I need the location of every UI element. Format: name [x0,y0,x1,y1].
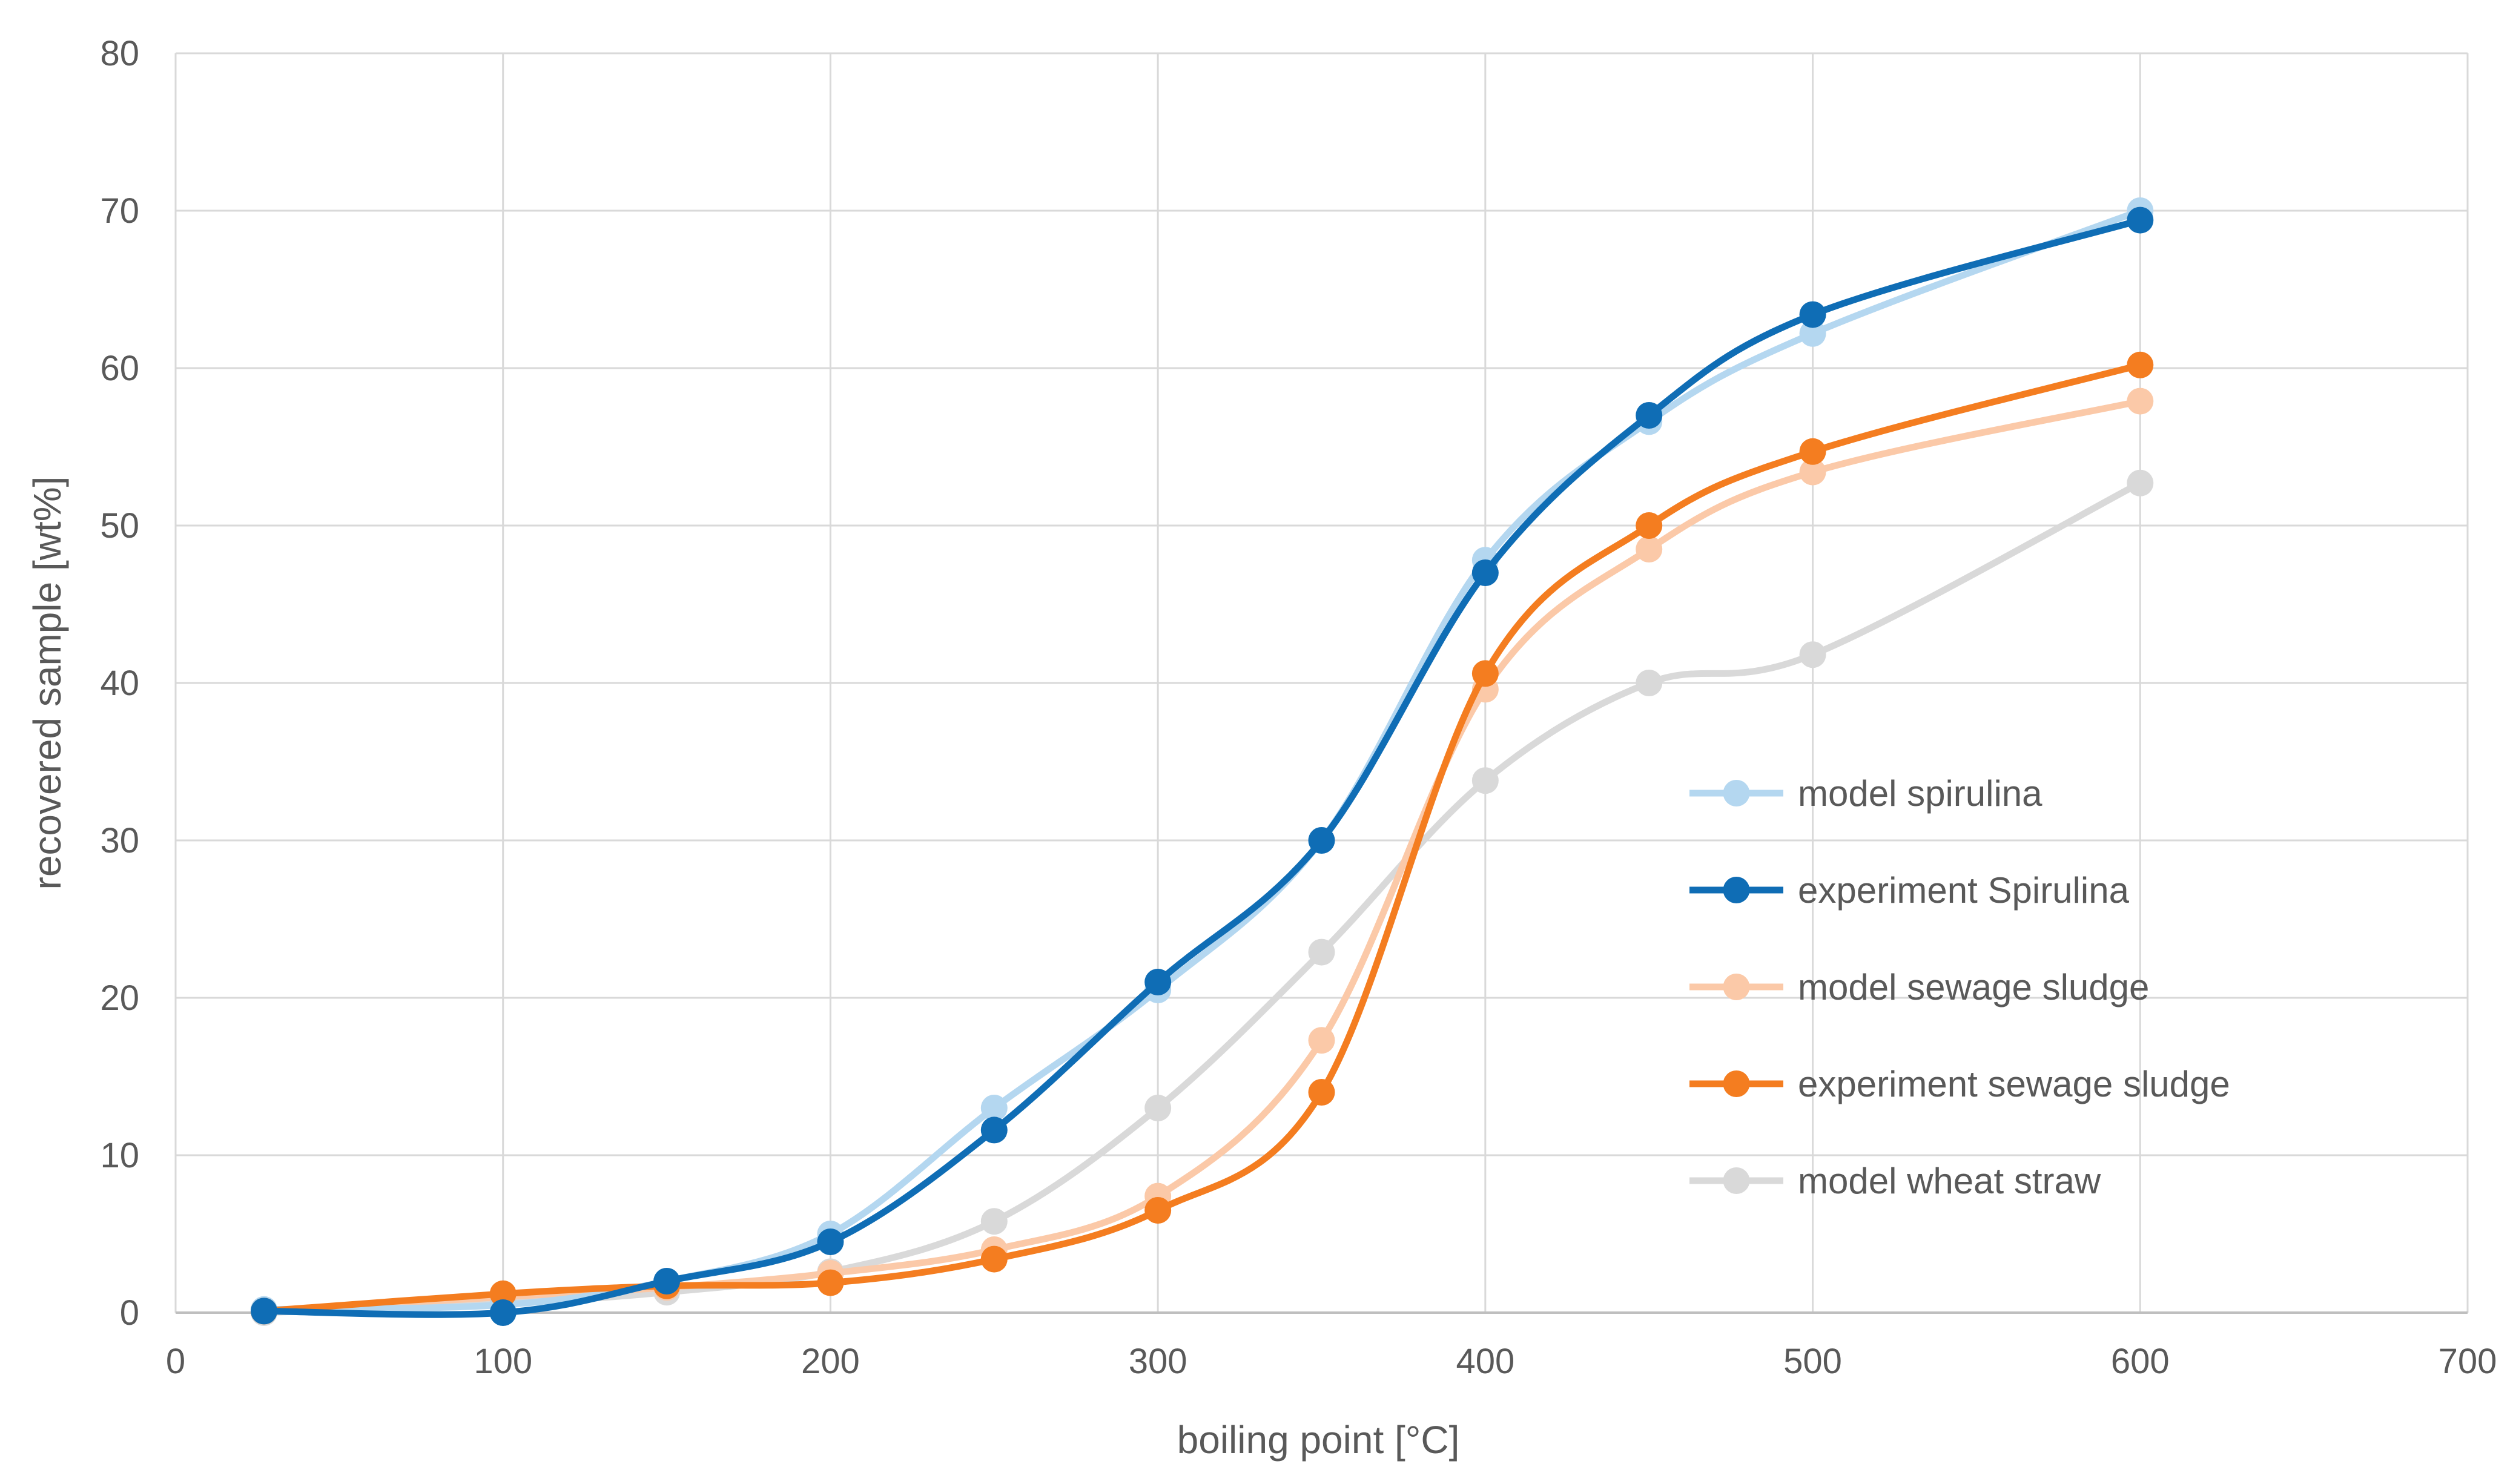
legend-swatch-marker [1723,1167,1750,1194]
y-tick-label: 20 [100,978,139,1018]
x-tick-label: 200 [801,1342,860,1381]
legend-entry: model wheat straw [1689,1161,2101,1201]
legend-swatch-marker [1723,974,1750,1000]
y-tick-label: 60 [100,349,139,388]
axes: 0 10 20 30 40 50 60 70 80 0 100 200 300 400 500 600 700 [100,34,2497,1381]
data-point [817,1269,844,1296]
x-tick-label: 400 [1456,1342,1514,1381]
data-point [980,1208,1008,1235]
legend-entry: model spirulina [1689,773,2042,814]
x-tick-label: 700 [2439,1342,2497,1381]
legend-label: model spirulina [1798,773,2042,814]
data-point [2127,206,2154,234]
data-point [1308,1079,1335,1106]
data-point [2127,387,2154,415]
legend-label: model sewage sludge [1798,967,2149,1007]
data-point [2127,469,2154,496]
data-point [1799,641,1826,668]
data-point [1471,767,1499,794]
data-point [1636,536,1663,562]
legend-swatch-marker [1723,780,1750,806]
x-axis-title: boiling point [°C] [1177,1418,1460,1462]
data-point [1636,402,1663,429]
data-point [980,1245,1008,1273]
y-tick-label: 70 [100,191,139,231]
data-point [489,1299,517,1326]
data-point [653,1268,681,1294]
legend-label: model wheat straw [1798,1161,2101,1201]
data-point [1308,938,1335,966]
data-point [1144,1095,1172,1121]
data-point [1799,458,1826,486]
legend-label: experiment Spirulina [1798,870,2130,911]
data-point [980,1116,1008,1144]
x-tick-label: 500 [1783,1342,1842,1381]
legend-entry: experiment Spirulina [1689,870,2130,911]
legend-entry: model sewage sludge [1689,967,2149,1007]
data-point [1144,969,1172,995]
series-experiment-spirulina [250,206,2154,1326]
data-point [489,1280,517,1307]
data-point [1144,1197,1172,1224]
grid [174,52,2469,1314]
data-point [2127,351,2154,378]
series [250,197,2154,1326]
x-tick-label: 300 [1129,1342,1187,1381]
legend: model spirulina experiment Spirulina model… [1689,773,2230,1201]
y-tick-label: 50 [100,506,139,546]
data-point [980,1095,1008,1121]
data-point [1799,320,1826,347]
y-axis-title: recovered sample [wt%] [25,477,69,890]
y-tick-label: 0 [120,1293,139,1333]
data-point [1799,301,1826,328]
data-point [1471,660,1499,687]
data-point [1471,559,1499,586]
y-tick-label: 10 [100,1136,139,1175]
data-point [1308,827,1335,854]
data-point [1636,512,1663,539]
legend-entry: experiment sewage sludge [1689,1064,2230,1104]
legend-swatch-marker [1723,877,1750,903]
x-tick-label: 100 [474,1342,532,1381]
x-tick-label: 600 [2111,1342,2170,1381]
data-point [1636,670,1663,696]
data-point [1799,438,1826,465]
data-point [250,1298,277,1325]
y-tick-label: 30 [100,821,139,860]
y-tick-label: 80 [100,34,139,73]
x-tick-label: 0 [166,1342,185,1381]
legend-swatch-marker [1723,1070,1750,1097]
data-point [817,1228,844,1255]
y-tick-label: 40 [100,664,139,703]
legend-label: experiment sewage sludge [1798,1064,2230,1104]
series-line [260,480,2144,1316]
series-line [260,217,2144,1318]
data-point [1308,1027,1335,1054]
